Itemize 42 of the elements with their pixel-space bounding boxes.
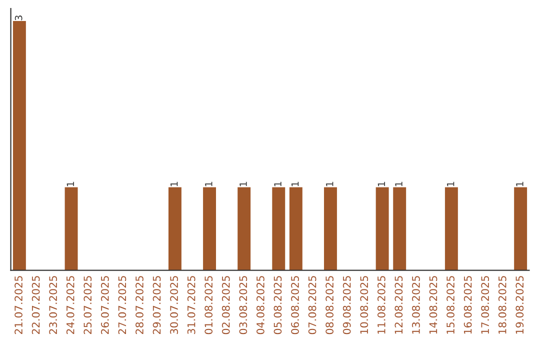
x-tick-label: 08.08.2025 bbox=[326, 276, 334, 334]
x-tick-label: 10.08.2025 bbox=[360, 276, 368, 334]
x-tick-label: 05.08.2025 bbox=[274, 276, 282, 334]
data-label: 1 bbox=[326, 182, 334, 186]
x-tick-label: 19.08.2025 bbox=[516, 276, 524, 334]
x-tick-label: 17.08.2025 bbox=[481, 276, 490, 334]
data-label: 1 bbox=[292, 182, 299, 186]
x-tick-label: 23.07.2025 bbox=[49, 276, 58, 334]
data-label: 1 bbox=[516, 182, 524, 186]
x-tick-label: 18.08.2025 bbox=[498, 276, 506, 334]
x-tick-label: 30.07.2025 bbox=[170, 276, 178, 334]
data-label: 1 bbox=[66, 182, 74, 186]
x-tick-label: 01.08.2025 bbox=[204, 276, 213, 334]
x-tick-label: 31.07.2025 bbox=[187, 276, 196, 334]
x-tick-label: 02.08.2025 bbox=[222, 276, 230, 334]
x-tick-label: 25.07.2025 bbox=[84, 276, 92, 334]
x-tick-label: 22.07.2025 bbox=[32, 276, 40, 334]
x-tick-label: 09.08.2025 bbox=[342, 276, 351, 334]
x-tick-label: 28.07.2025 bbox=[136, 276, 144, 334]
x-tick-label: 21.07.2025 bbox=[14, 276, 22, 334]
data-label: 1 bbox=[274, 182, 282, 186]
x-tick-label: 14.08.2025 bbox=[429, 276, 438, 334]
x-tick-label: 11.08.2025 bbox=[377, 276, 386, 334]
x-tick-label: 16.08.2025 bbox=[464, 276, 472, 334]
x-tick-label: 03.08.2025 bbox=[239, 276, 248, 334]
data-label: 1 bbox=[240, 182, 247, 186]
data-label: 1 bbox=[447, 182, 454, 186]
data-label: 1 bbox=[395, 182, 402, 186]
data-label: 1 bbox=[378, 182, 386, 186]
data-label: 1 bbox=[205, 182, 212, 186]
x-tick-label: 29.07.2025 bbox=[152, 276, 161, 334]
x-tick-label: 13.08.2025 bbox=[412, 276, 420, 334]
x-tick-label: 07.08.2025 bbox=[308, 276, 316, 334]
x-tick-label: 15.08.2025 bbox=[446, 276, 454, 334]
x-tick-label: 06.08.2025 bbox=[291, 276, 299, 334]
x-tick-label: 24.07.2025 bbox=[66, 276, 74, 334]
x-tick-label: 12.08.2025 bbox=[394, 276, 403, 334]
data-label: 3 bbox=[14, 16, 22, 20]
x-tick-label: 27.07.2025 bbox=[118, 276, 126, 334]
data-label: 1 bbox=[170, 182, 178, 186]
x-tick-label: 04.08.2025 bbox=[256, 276, 264, 334]
x-tick-label: 26.07.2025 bbox=[100, 276, 109, 334]
